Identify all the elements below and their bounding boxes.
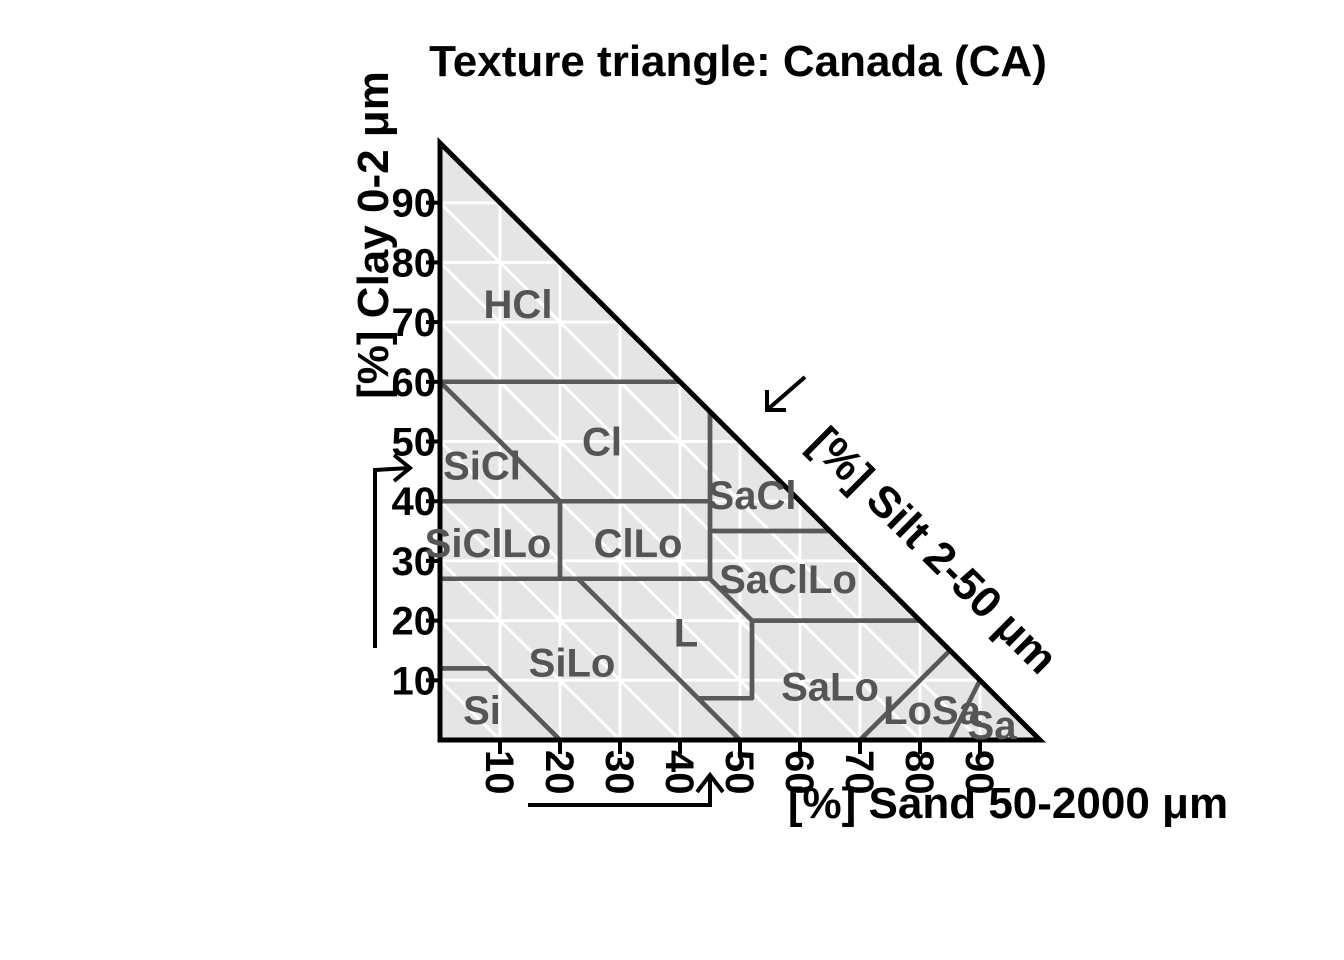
class-label-SaClLo: SaClLo (719, 558, 857, 602)
class-label-SaCl: SaCl (708, 474, 797, 518)
class-label-SiClLo: SiClLo (425, 522, 552, 566)
clay-tick-label-90: 90 (392, 182, 437, 226)
class-label-ClLo: ClLo (594, 522, 683, 566)
sand-tick-label-90: 90 (957, 750, 1001, 795)
sand-tick-label-10: 10 (477, 750, 521, 795)
grid-line-silt-70 (440, 321, 862, 740)
class-label-HCl: HCl (484, 283, 553, 327)
clay-tick-label-30: 30 (392, 540, 437, 584)
sand-direction-arrow (528, 771, 725, 807)
class-labels: HCl Cl SiCl SaCl SiClLo ClLo SaClLo L SiLo Si SaLo… (425, 283, 1018, 748)
sand-tick-label-40: 40 (657, 750, 701, 795)
chart-title: Texture triangle: Canada (CA) (429, 37, 1047, 86)
grid-line-silt-30 (440, 559, 622, 740)
clay-tick-label-10: 10 (392, 659, 437, 703)
clay-tick-label-60: 60 (392, 361, 437, 405)
sand-tick-label-50: 50 (717, 750, 761, 795)
sand-tick-label-70: 70 (837, 750, 881, 795)
clay-tick-label-40: 40 (392, 480, 437, 524)
clay-direction-arrow (373, 453, 414, 648)
class-label-Si: Si (463, 689, 501, 733)
clay-tick-label-80: 80 (392, 241, 437, 285)
sand-tick-label-80: 80 (897, 750, 941, 795)
sand-tick-label-60: 60 (777, 750, 821, 795)
class-label-L: L (674, 612, 698, 656)
class-label-LoSa: LoSa (883, 689, 982, 733)
grid-line-silt-10 (440, 679, 502, 740)
class-label-SiCl: SiCl (443, 444, 521, 488)
sand-axis-label: [%] Sand 50-2000 μm (788, 779, 1228, 828)
class-label-SaLo: SaLo (781, 665, 879, 709)
grid-line-silt-40 (440, 500, 682, 740)
clay-tick-label-70: 70 (392, 301, 437, 345)
class-label-Sa: Sa (968, 704, 1018, 748)
class-label-SiLo: SiLo (529, 641, 616, 685)
clay-axis-label: [%] Clay 0-2 μm (349, 71, 398, 399)
sand-tick-label-20: 20 (537, 750, 581, 795)
silt-direction-arrow (765, 375, 807, 412)
axis-direction-arrows (373, 375, 807, 807)
clay-tick-label-20: 20 (392, 600, 437, 644)
class-label-Cl: Cl (582, 421, 622, 465)
sand-tick-label-30: 30 (597, 750, 641, 795)
